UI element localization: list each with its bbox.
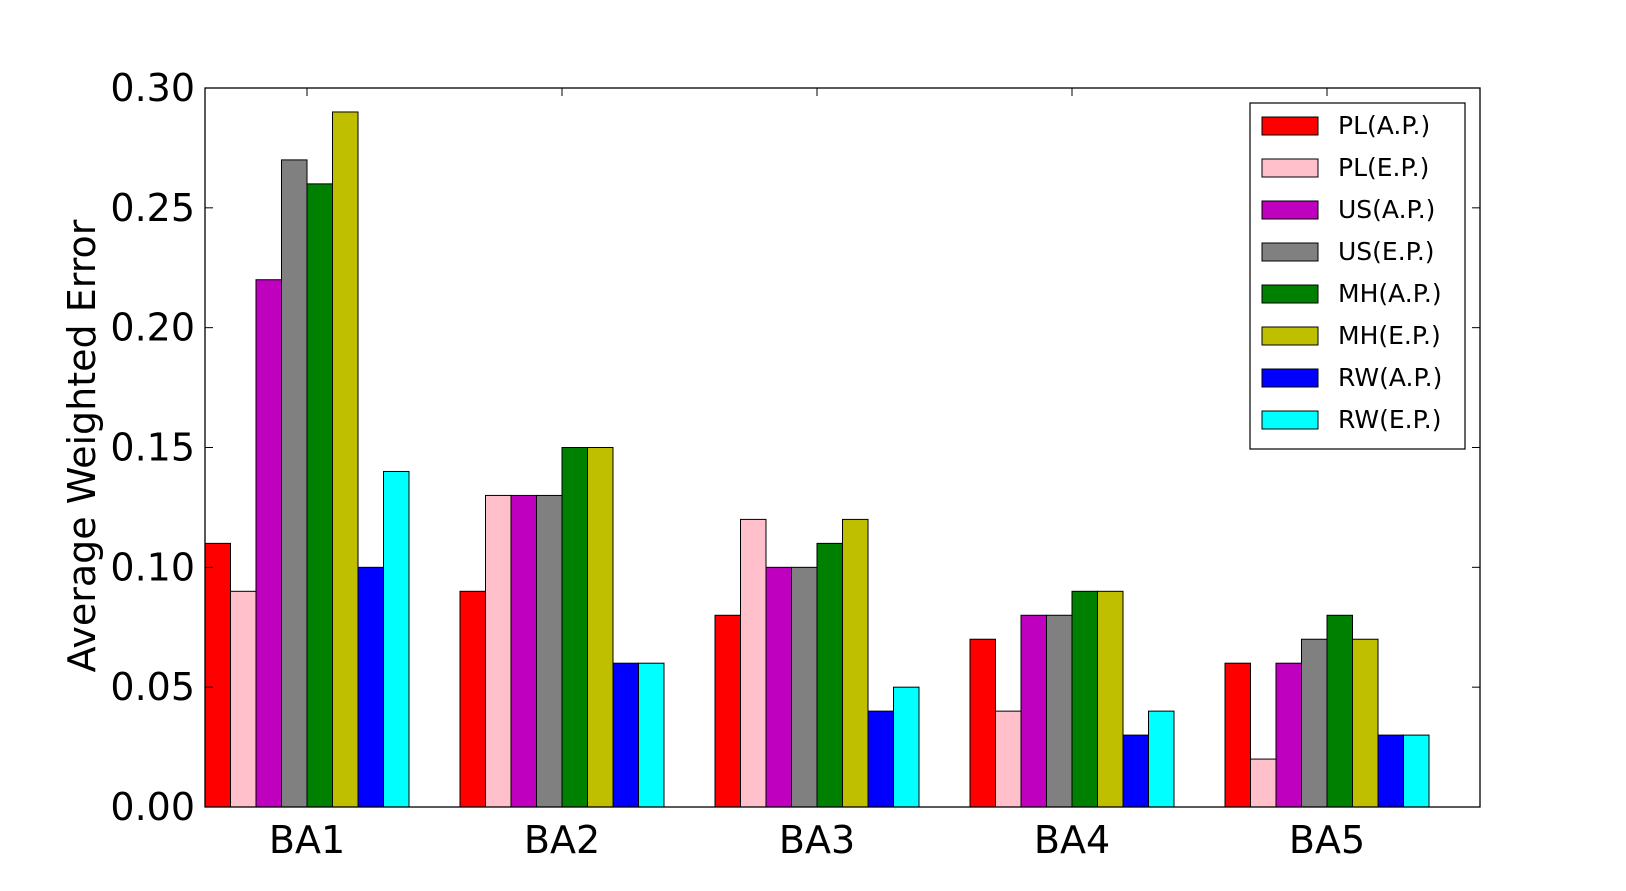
bar-ba2-series-4: [536, 494, 563, 808]
labels-layer: 0.00 0.05 0.10 0.15 0.20 0.25 0.30 BA1 BA2 BA3 BA4…: [110, 66, 1365, 862]
bar-ba4-series-1: [969, 638, 996, 808]
bar-ba2-series-8: [638, 662, 665, 808]
bar-ba5-series-4: [1301, 638, 1328, 808]
legend-swatch: [1261, 326, 1319, 346]
y-tick-label: 0.30: [110, 66, 195, 110]
legend-label: MH(E.P.): [1338, 321, 1441, 350]
y-tick-label: 0.20: [110, 306, 195, 350]
bar-ba1-series-5: [306, 183, 333, 808]
bar-ba4-series-8: [1148, 710, 1175, 808]
x-tick-label: BA1: [269, 818, 345, 862]
bar-ba2-series-5: [561, 447, 588, 808]
legend-label: RW(A.P.): [1338, 363, 1442, 392]
y-tick-label: 0.10: [110, 545, 195, 589]
x-tick-label: BA4: [1034, 818, 1110, 862]
bar-ba5-series-3: [1275, 662, 1302, 808]
bar-ba1-series-2: [230, 590, 257, 808]
bar-ba1-series-8: [383, 470, 410, 808]
y-tick-label: 0.15: [110, 426, 195, 470]
bar-ba5-series-5: [1326, 614, 1353, 808]
bar-ba3-series-8: [893, 686, 920, 808]
bar-ba2-series-3: [510, 494, 537, 808]
y-axis-label: Average Weighted Error: [60, 219, 104, 672]
bar-ba4-series-5: [1071, 590, 1098, 808]
legend-swatch: [1261, 158, 1319, 178]
legend-swatch: [1261, 242, 1319, 262]
bar-ba1-series-3: [255, 279, 282, 808]
bar-ba5-series-6: [1352, 638, 1379, 808]
legend-label: US(A.P.): [1338, 195, 1435, 224]
bar-ba4-series-6: [1097, 590, 1124, 808]
bar-ba3-series-2: [740, 518, 767, 808]
bar-ba1-series-6: [332, 111, 359, 808]
bar-ba2-series-6: [587, 447, 614, 808]
bar-ba1-series-4: [281, 159, 308, 808]
bar-ba3-series-6: [842, 518, 869, 808]
y-tick-label: 0.05: [110, 665, 195, 709]
y-tick-label: 0.25: [110, 186, 195, 230]
y-tick-label: 0.00: [110, 785, 195, 829]
bar-ba3-series-3: [765, 566, 792, 808]
bar-ba5-series-7: [1377, 734, 1404, 808]
bar-ba2-series-7: [612, 662, 639, 808]
bar-ba3-series-1: [714, 614, 741, 808]
legend-label: US(E.P.): [1338, 237, 1435, 266]
legend-swatch: [1261, 116, 1319, 136]
bar-ba3-series-5: [816, 542, 843, 808]
legend-swatch: [1261, 200, 1319, 220]
x-tick-label: BA5: [1289, 818, 1365, 862]
legend-swatch: [1261, 284, 1319, 304]
bar-ba4-series-7: [1122, 734, 1149, 808]
bar-ba3-series-7: [867, 710, 894, 808]
bar-ba1-series-7: [357, 566, 384, 808]
bar-ba2-series-1: [459, 590, 486, 808]
legend-swatch: [1261, 410, 1319, 430]
legend-label: PL(E.P.): [1338, 153, 1429, 182]
bar-ba3-series-4: [791, 566, 818, 808]
bar-ba4-series-4: [1046, 614, 1073, 808]
legend-label: MH(A.P.): [1338, 279, 1442, 308]
bars-layer: [204, 111, 1430, 808]
bar-ba1-series-1: [204, 542, 231, 808]
bar-ba5-series-8: [1403, 734, 1430, 808]
x-tick-label: BA2: [524, 818, 600, 862]
bar-ba4-series-2: [995, 710, 1022, 808]
legend: PL(A.P.) PL(E.P.) US(A.P.) US(E.P.) MH(A.P.)…: [1249, 102, 1466, 450]
legend-label: RW(E.P.): [1338, 405, 1441, 434]
bar-ba5-series-1: [1224, 662, 1251, 808]
bar-ba5-series-2: [1250, 758, 1277, 808]
ticks-layer: [205, 87, 1480, 808]
legend-swatch: [1261, 368, 1319, 388]
x-tick-label: BA3: [779, 818, 855, 862]
bar-ba4-series-3: [1020, 614, 1047, 808]
legend-label: PL(A.P.): [1338, 111, 1430, 140]
bar-ba2-series-2: [485, 494, 512, 808]
